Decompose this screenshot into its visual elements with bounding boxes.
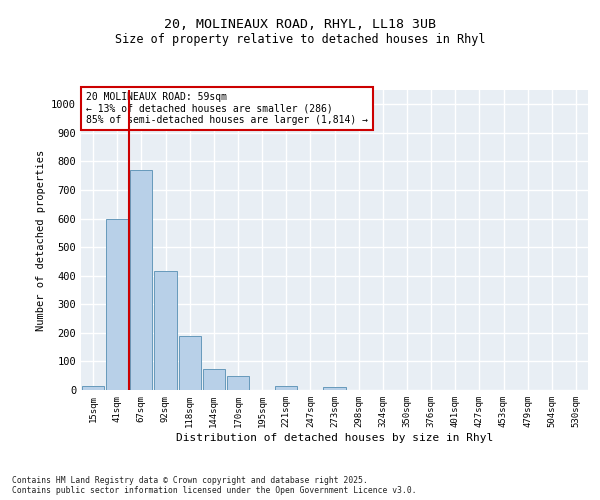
Bar <box>179 336 201 390</box>
Text: Size of property relative to detached houses in Rhyl: Size of property relative to detached ho… <box>115 32 485 46</box>
Y-axis label: Number of detached properties: Number of detached properties <box>35 150 46 330</box>
Bar <box>154 272 176 390</box>
Bar <box>227 376 249 390</box>
Text: Contains HM Land Registry data © Crown copyright and database right 2025.
Contai: Contains HM Land Registry data © Crown c… <box>12 476 416 495</box>
Text: 20, MOLINEAUX ROAD, RHYL, LL18 3UB: 20, MOLINEAUX ROAD, RHYL, LL18 3UB <box>164 18 436 30</box>
X-axis label: Distribution of detached houses by size in Rhyl: Distribution of detached houses by size … <box>176 432 493 442</box>
Bar <box>323 387 346 390</box>
Bar <box>203 368 225 390</box>
Text: 20 MOLINEAUX ROAD: 59sqm
← 13% of detached houses are smaller (286)
85% of semi-: 20 MOLINEAUX ROAD: 59sqm ← 13% of detach… <box>86 92 368 124</box>
Bar <box>106 218 128 390</box>
Bar <box>275 386 298 390</box>
Bar <box>82 386 104 390</box>
Bar <box>130 170 152 390</box>
